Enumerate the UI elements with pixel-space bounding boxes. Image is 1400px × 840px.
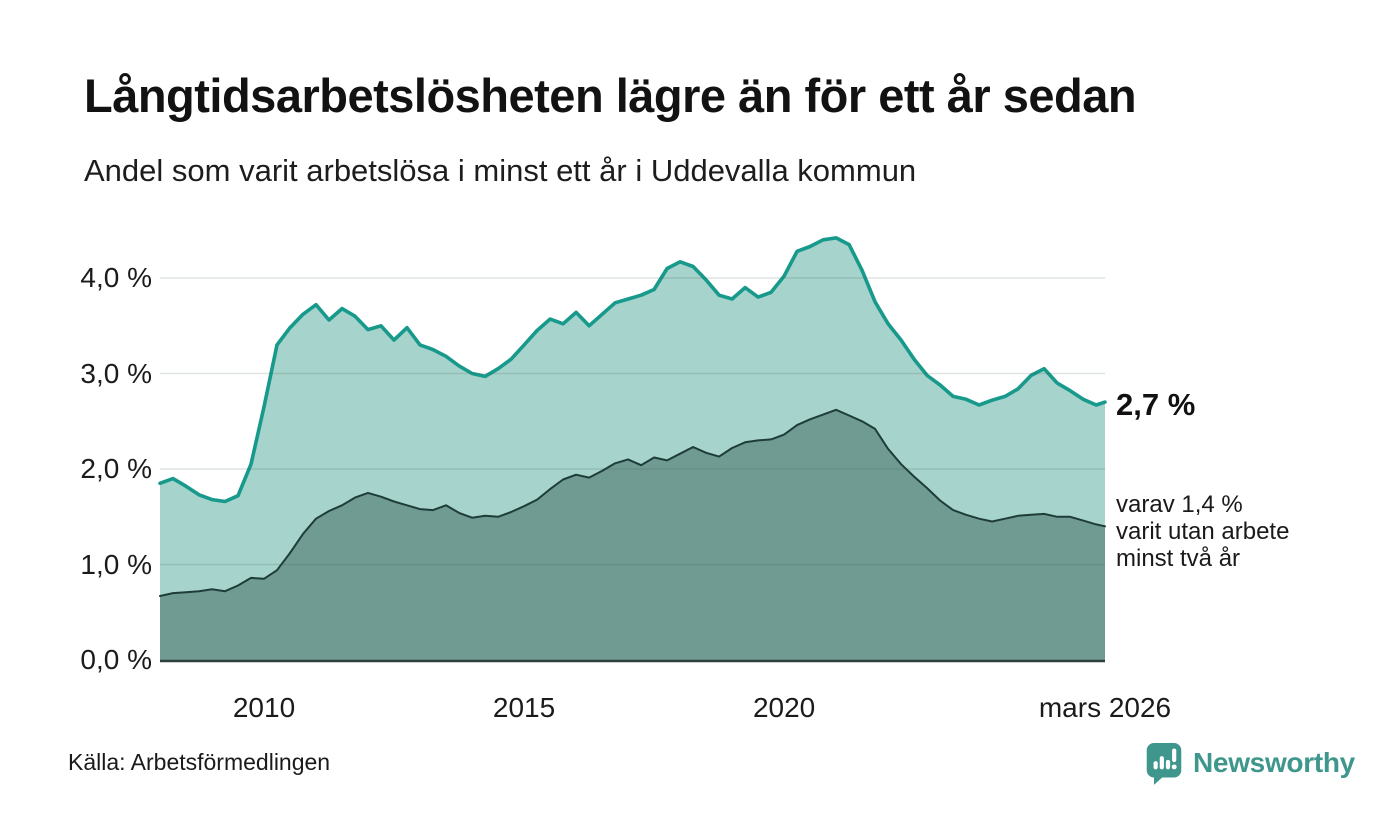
x-axis-tick-label-2015: 2015 — [492, 692, 556, 723]
y-axis-tick-label-1: 1,0 % — [80, 548, 152, 580]
chart-subtitle: Andel som varit arbetslösa i minst ett å… — [84, 153, 917, 188]
series2-area — [160, 409, 1105, 660]
newsworthy-icon — [1144, 740, 1184, 786]
x-axis-tick-label-mars-2026: mars 2026 — [1038, 692, 1172, 723]
series1-line — [158, 236, 1107, 504]
y-axis-tick-label-2: 2,0 % — [80, 453, 152, 484]
secondary-series-label-line2: varit utan arbete — [1116, 518, 1290, 545]
secondary-series-label-line3: minst två år — [1116, 545, 1241, 572]
y-axis-tick-label-3: 3,0 % — [80, 357, 152, 389]
source-note: Källa: Arbetsförmedlingen — [68, 749, 331, 775]
newsworthy-wordmark: Newsworthy — [1193, 747, 1355, 778]
secondary-series-label-line1: varav 1,4 % — [1116, 491, 1243, 518]
x-axis-tick-label-2010: 2010 — [232, 692, 296, 723]
secondary-series-label: varav 1,4 % varit utan arbete minst två … — [1116, 491, 1289, 572]
latest-value-label: 2,7 % — [1116, 387, 1196, 422]
series2-line — [159, 408, 1106, 597]
page-title: Långtidsarbetslösheten lägre än för ett … — [84, 69, 1137, 122]
newsworthy-logo[interactable]: Newsworthy — [1144, 740, 1355, 786]
y-axis-tick-label-0: 0,0 % — [80, 644, 152, 675]
x-axis-tick-label-2020: 2020 — [752, 692, 816, 723]
y-axis-tick-label-4: 4,0 % — [80, 262, 152, 293]
